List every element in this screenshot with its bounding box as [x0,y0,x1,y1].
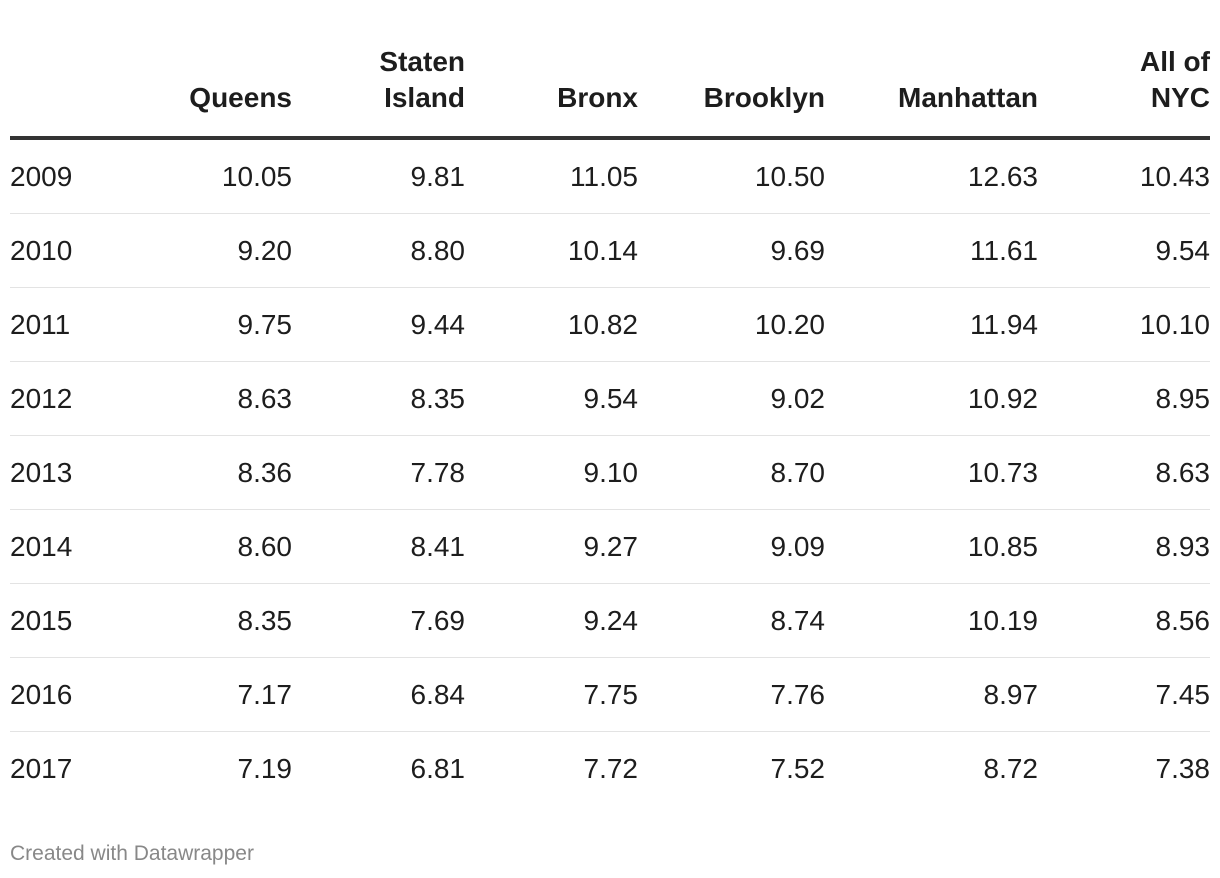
value-cell: 6.81 [410,752,466,784]
data-table: Queens Staten Island Bronx Brooklyn Manhattan… [10,44,1210,805]
value-cell: 8.56 [1038,583,1210,658]
table-row: 2016 7.17 6.84 7.75 7.76 8.97 7.45 [10,657,1210,732]
value-cell: 7.75 [465,657,638,732]
footer-credit: Created with Datawrapper [10,842,254,865]
column-header: Queens [130,44,292,140]
column-header-empty [10,44,130,140]
column-header: Staten Island [292,44,465,140]
value-cell: 9.20 [130,213,292,288]
value-cell: 7.76 [638,657,825,732]
table-row: 2017 7.19 6.81 7.72 7.52 8.72 7.38 [10,732,1210,806]
column-header-line: Queens [189,82,292,113]
column-header: Manhattan [825,44,1038,140]
value-cell: 9.27 [465,509,638,584]
value-cell: 8.35 [292,361,465,436]
value-cell: 8.70 [638,435,825,510]
column-header: All of NYC [1038,44,1210,140]
value-cell: 8.93 [1038,509,1210,584]
value-cell: 11.61 [825,213,1038,288]
value-cell: 8.35 [130,583,292,658]
column-header-line: NYC [1150,82,1210,113]
table-body: 2009 10.05 9.81 11.05 10.50 12.63 10.43 2010 9.2… [10,138,1210,805]
value-cell: 9.24 [465,583,638,658]
value-cell: 9.54 [1038,213,1210,288]
value-cell: 7.72 [583,752,639,784]
value-cell: 12.63 [825,138,1038,214]
column-header-line: Bronx [557,82,638,113]
table-header-row: Queens Staten Island Bronx Brooklyn Manhattan… [10,44,1210,140]
value-cell: 10.85 [825,509,1038,584]
table-row: 2010 9.20 8.80 10.14 9.69 11.61 9.54 [10,213,1210,288]
year-cell: 2015 [10,583,130,658]
data-table-container: Queens Staten Island Bronx Brooklyn Manhattan… [10,44,1210,805]
table-row: 2009 10.05 9.81 11.05 10.50 12.63 10.43 [10,138,1210,214]
value-cell: 10.10 [1038,287,1210,362]
value-cell: 8.36 [130,435,292,510]
column-header-line: Manhattan [898,82,1038,113]
value-cell: 7.17 [130,657,292,732]
value-cell: 8.60 [130,509,292,584]
value-cell: 8.63 [130,361,292,436]
value-cell: 7.69 [292,583,465,658]
column-header-line: All of [1140,46,1210,77]
table-row: 2015 8.35 7.69 9.24 8.74 10.19 8.56 [10,583,1210,658]
value-cell: 8.95 [1038,361,1210,436]
table-row: 2011 9.75 9.44 10.82 10.20 11.94 10.10 [10,287,1210,362]
year-cell: 2014 [10,509,130,584]
year-cell: 2011 [10,287,130,362]
table-row: 2012 8.63 8.35 9.54 9.02 10.92 8.95 [10,361,1210,436]
value-cell: 10.92 [825,361,1038,436]
value-cell: 8.72 [983,752,1039,784]
value-cell: 6.84 [292,657,465,732]
value-cell: 7.78 [292,435,465,510]
column-header-line: Island [384,82,465,113]
table-row: 2013 8.36 7.78 9.10 8.70 10.73 8.63 [10,435,1210,510]
value-cell: 10.82 [465,287,638,362]
value-cell: 11.05 [465,138,638,214]
year-cell: 2009 [10,138,130,214]
value-cell: 9.69 [638,213,825,288]
value-cell: 10.19 [825,583,1038,658]
year-cell: 2012 [10,361,130,436]
value-cell: 10.05 [130,138,292,214]
year-cell: 2010 [10,213,130,288]
value-cell: 11.94 [825,287,1038,362]
value-cell: 8.63 [1038,435,1210,510]
value-cell: 7.52 [770,752,826,784]
value-cell: 7.19 [237,752,293,784]
year-cell: 2017 [10,752,73,784]
column-header-line: Brooklyn [703,82,825,113]
value-cell: 9.09 [638,509,825,584]
value-cell: 10.50 [638,138,825,214]
value-cell: 10.14 [465,213,638,288]
value-cell: 7.38 [1155,752,1211,784]
value-cell: 8.41 [292,509,465,584]
value-cell: 9.54 [465,361,638,436]
year-cell: 2016 [10,657,130,732]
value-cell: 8.74 [638,583,825,658]
column-header: Brooklyn [638,44,825,140]
value-cell: 9.02 [638,361,825,436]
value-cell: 10.43 [1038,138,1210,214]
value-cell: 9.81 [292,138,465,214]
table-row: 2014 8.60 8.41 9.27 9.09 10.85 8.93 [10,509,1210,584]
year-cell: 2013 [10,435,130,510]
value-cell: 8.80 [292,213,465,288]
value-cell: 8.97 [825,657,1038,732]
value-cell: 10.20 [638,287,825,362]
value-cell: 9.10 [465,435,638,510]
value-cell: 7.45 [1038,657,1210,732]
column-header: Bronx [465,44,638,140]
column-header-line: Staten [379,46,465,77]
value-cell: 10.73 [825,435,1038,510]
value-cell: 9.44 [292,287,465,362]
value-cell: 9.75 [130,287,292,362]
